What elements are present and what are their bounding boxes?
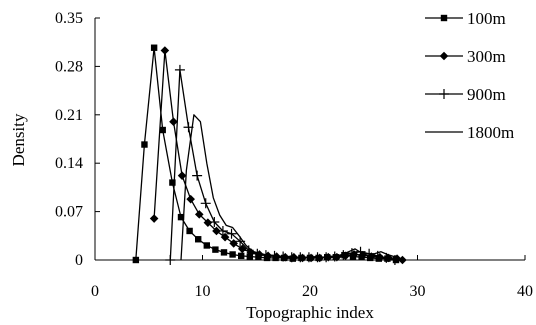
x-axis: 0 10 20 30 40 [91,255,533,300]
diamond-marker [177,171,187,180]
legend-item: 1800m [425,123,514,142]
square-marker [195,236,202,243]
y-tick-label: 0 [75,252,83,269]
y-axis-title: Density [9,113,28,166]
diamond-marker [298,253,307,263]
y-tick-label: 0.28 [55,58,83,75]
series-line [135,47,397,261]
diamond-marker [160,46,170,55]
legend-label: 300m [467,47,506,66]
diamond-marker [149,214,159,223]
series-layer [132,44,407,265]
square-marker [220,249,228,256]
diamond-marker [237,244,247,254]
plus-marker [209,216,220,227]
legend-label: 900m [467,85,506,104]
x-axis-title: Topographic index [246,303,374,322]
plus-marker [192,170,203,181]
plus-marker [200,198,211,209]
legend-label: 100m [467,9,506,28]
diamond-marker [341,251,350,261]
diamond-marker [203,218,213,227]
square-marker [132,256,140,264]
x-tick-label: 0 [91,283,99,300]
y-axis: 0 0.07 0.14 0.21 0.28 0.35 [55,10,100,269]
square-marker [238,252,245,260]
square-marker [203,242,210,249]
diamond-marker [358,250,367,260]
series-line [169,69,396,261]
square-marker [141,141,148,148]
x-tick-label: 10 [195,283,211,300]
plus-marker [364,248,375,259]
y-tick-label: 0.21 [55,107,83,124]
legend: 100m 300m 900m 1800m [425,9,514,142]
legend-item: 300m [425,47,506,66]
series-line [180,114,399,261]
square-marker [186,227,193,235]
square-marker [169,179,176,186]
diamond-marker [169,117,178,127]
diamond-marker [212,226,221,236]
y-tick-label: 0.07 [55,204,83,221]
square-marker [177,213,185,221]
x-tick-label: 20 [302,283,318,300]
plus-marker [217,225,228,236]
diamond-marker [398,255,407,265]
diamond-marker [229,239,238,248]
diamond-marker [439,51,449,61]
plus-marker [165,255,176,265]
square-marker [246,253,253,260]
diamond-marker [306,253,316,263]
y-tick-label: 0.14 [55,155,83,172]
series-1800m [180,114,399,261]
legend-item: 900m [425,85,506,104]
square-marker [212,246,219,253]
diamond-marker [186,194,195,204]
plus-marker [226,228,237,239]
legend-item: 100m [425,9,506,28]
square-marker [159,126,166,134]
plus-marker [174,64,185,75]
series-900m [165,64,400,265]
square-marker [150,44,158,51]
y-tick-label: 0.35 [55,10,83,27]
square-marker [229,251,236,258]
plus-marker [439,89,449,99]
legend-label: 1800m [467,123,514,142]
diamond-marker [194,210,204,219]
x-tick-label: 30 [410,283,426,300]
square-marker [440,14,448,22]
series-100m [132,44,400,264]
x-tick-label: 40 [517,283,533,300]
